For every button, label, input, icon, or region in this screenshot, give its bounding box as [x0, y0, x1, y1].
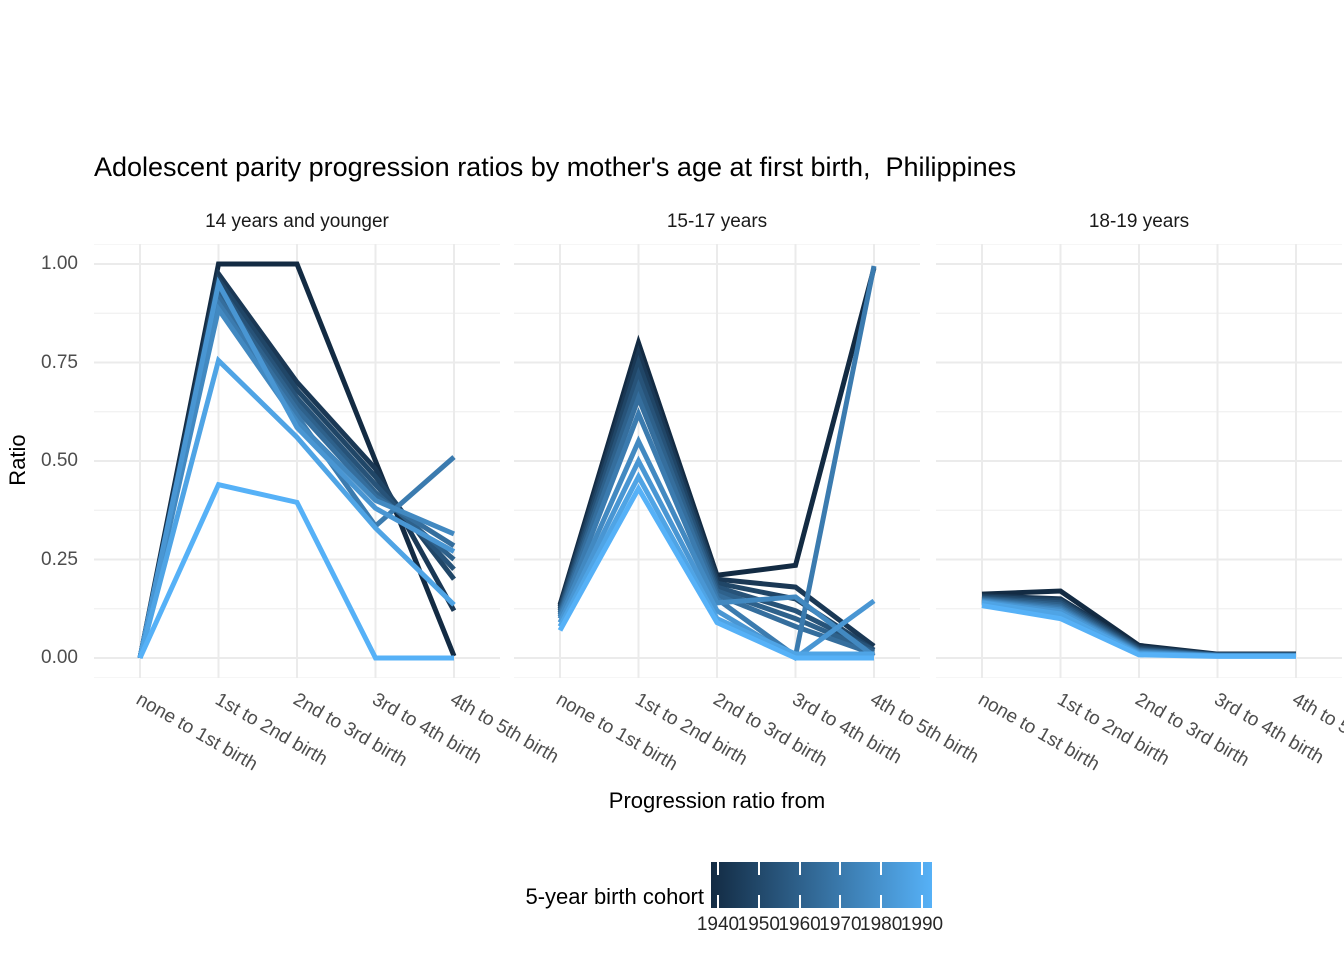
legend-colorbar: [711, 862, 932, 908]
cohort-line-1990: [137, 481, 454, 661]
cohort-line-1975: [137, 303, 455, 659]
colorbar-tick: [798, 895, 801, 908]
cohort-line-1990: [981, 603, 1296, 659]
colorbar-tick: [880, 862, 883, 875]
colorbar-tick: [921, 862, 923, 875]
y-tick-label: 0.25: [41, 548, 78, 570]
legend-tick-label: 1950: [737, 914, 780, 935]
legend-tick-label: 1980: [860, 914, 903, 935]
facet-panel: [936, 244, 1342, 678]
colorbar-tick: [757, 862, 760, 875]
colorbar-tick: [717, 895, 719, 908]
y-tick-label: 0.50: [41, 450, 78, 471]
cohort-line-1990: [557, 483, 874, 661]
y-tick-label: 0.00: [41, 647, 78, 668]
colorbar-tick: [921, 895, 923, 908]
colorbar-tick: [839, 895, 842, 908]
facet-label-15-17-years: 15-17 years: [666, 211, 768, 232]
colorbar-tick: [839, 862, 842, 875]
legend-tick-label: 1960: [778, 914, 821, 935]
cohort-line-1980: [137, 276, 456, 659]
colorbar-tick: [717, 862, 719, 875]
facet-panel: [514, 244, 920, 678]
facet-panel: [94, 244, 500, 678]
colorbar-tick: [880, 895, 883, 908]
cohort-line-1975: [557, 435, 876, 659]
facet-label-14-years-and-younger: 14 years and younger: [205, 211, 389, 232]
cohort-line-1980: [557, 455, 876, 661]
y-tick-label: 0.75: [41, 351, 78, 373]
y-tick-label: 1.00: [41, 253, 78, 274]
legend-title: 5-year birth cohort: [525, 884, 704, 909]
legend-tick-label: 1990: [900, 914, 944, 935]
plot-title: Adolescent parity progression ratios by …: [94, 152, 1017, 182]
colorbar-tick: [798, 862, 801, 875]
legend-tick-label: 1940: [696, 914, 740, 935]
legend-tick-label: 1970: [819, 914, 862, 935]
cohort-line-1985: [137, 355, 456, 659]
colorbar-tick: [757, 895, 760, 908]
x-axis-title: Progression ratio from: [608, 788, 826, 813]
facet-label-18-19-years: 18-19 years: [1088, 211, 1190, 232]
